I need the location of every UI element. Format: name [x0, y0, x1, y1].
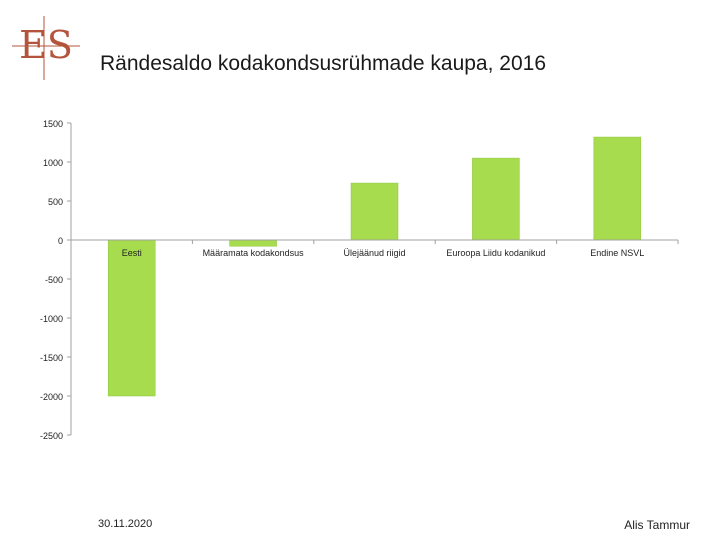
y-tick-label-5: -1000: [40, 314, 63, 324]
page-title: Rändesaldo kodakondsusrühmade kaupa, 201…: [100, 52, 546, 75]
y-tick-label-2: 500: [48, 197, 63, 207]
logo-letters: ES: [19, 23, 73, 67]
bar-4: [593, 136, 642, 241]
y-tick-label-0: 1500: [43, 119, 63, 129]
x-category-label-1: Määramata kodakondsus: [203, 248, 305, 258]
x-category-label-4: Endine NSVL: [590, 248, 644, 258]
axis-layer: [67, 122, 679, 436]
footer-author: Alis Tammur: [624, 518, 690, 532]
x-category-label-3: Euroopa Liidu kodanikud: [446, 248, 545, 258]
y-tick-label-7: -2000: [40, 392, 63, 402]
labels-layer: 1500 1000 500 0 -500 -1000 -1500 -2000 -2500 Eest…: [40, 119, 644, 441]
es-logo-icon: ES: [12, 16, 80, 80]
bar-2: [350, 182, 399, 241]
x-category-label-2: Ülejäänud riigid: [343, 248, 405, 258]
y-tick-label-3: 0: [58, 236, 63, 246]
bar-1: [229, 239, 277, 247]
bar-0: [107, 239, 156, 397]
y-tick-label-4: -500: [45, 275, 63, 285]
footer-date: 30.11.2020: [98, 518, 153, 530]
y-tick-label-6: -1500: [40, 353, 63, 363]
x-category-label-0: Eesti: [122, 248, 142, 258]
y-tick-label-1: 1000: [43, 158, 63, 168]
bars-layer: [107, 136, 642, 397]
y-tick-label-8: -2500: [40, 431, 63, 441]
bar-3: [472, 157, 520, 241]
